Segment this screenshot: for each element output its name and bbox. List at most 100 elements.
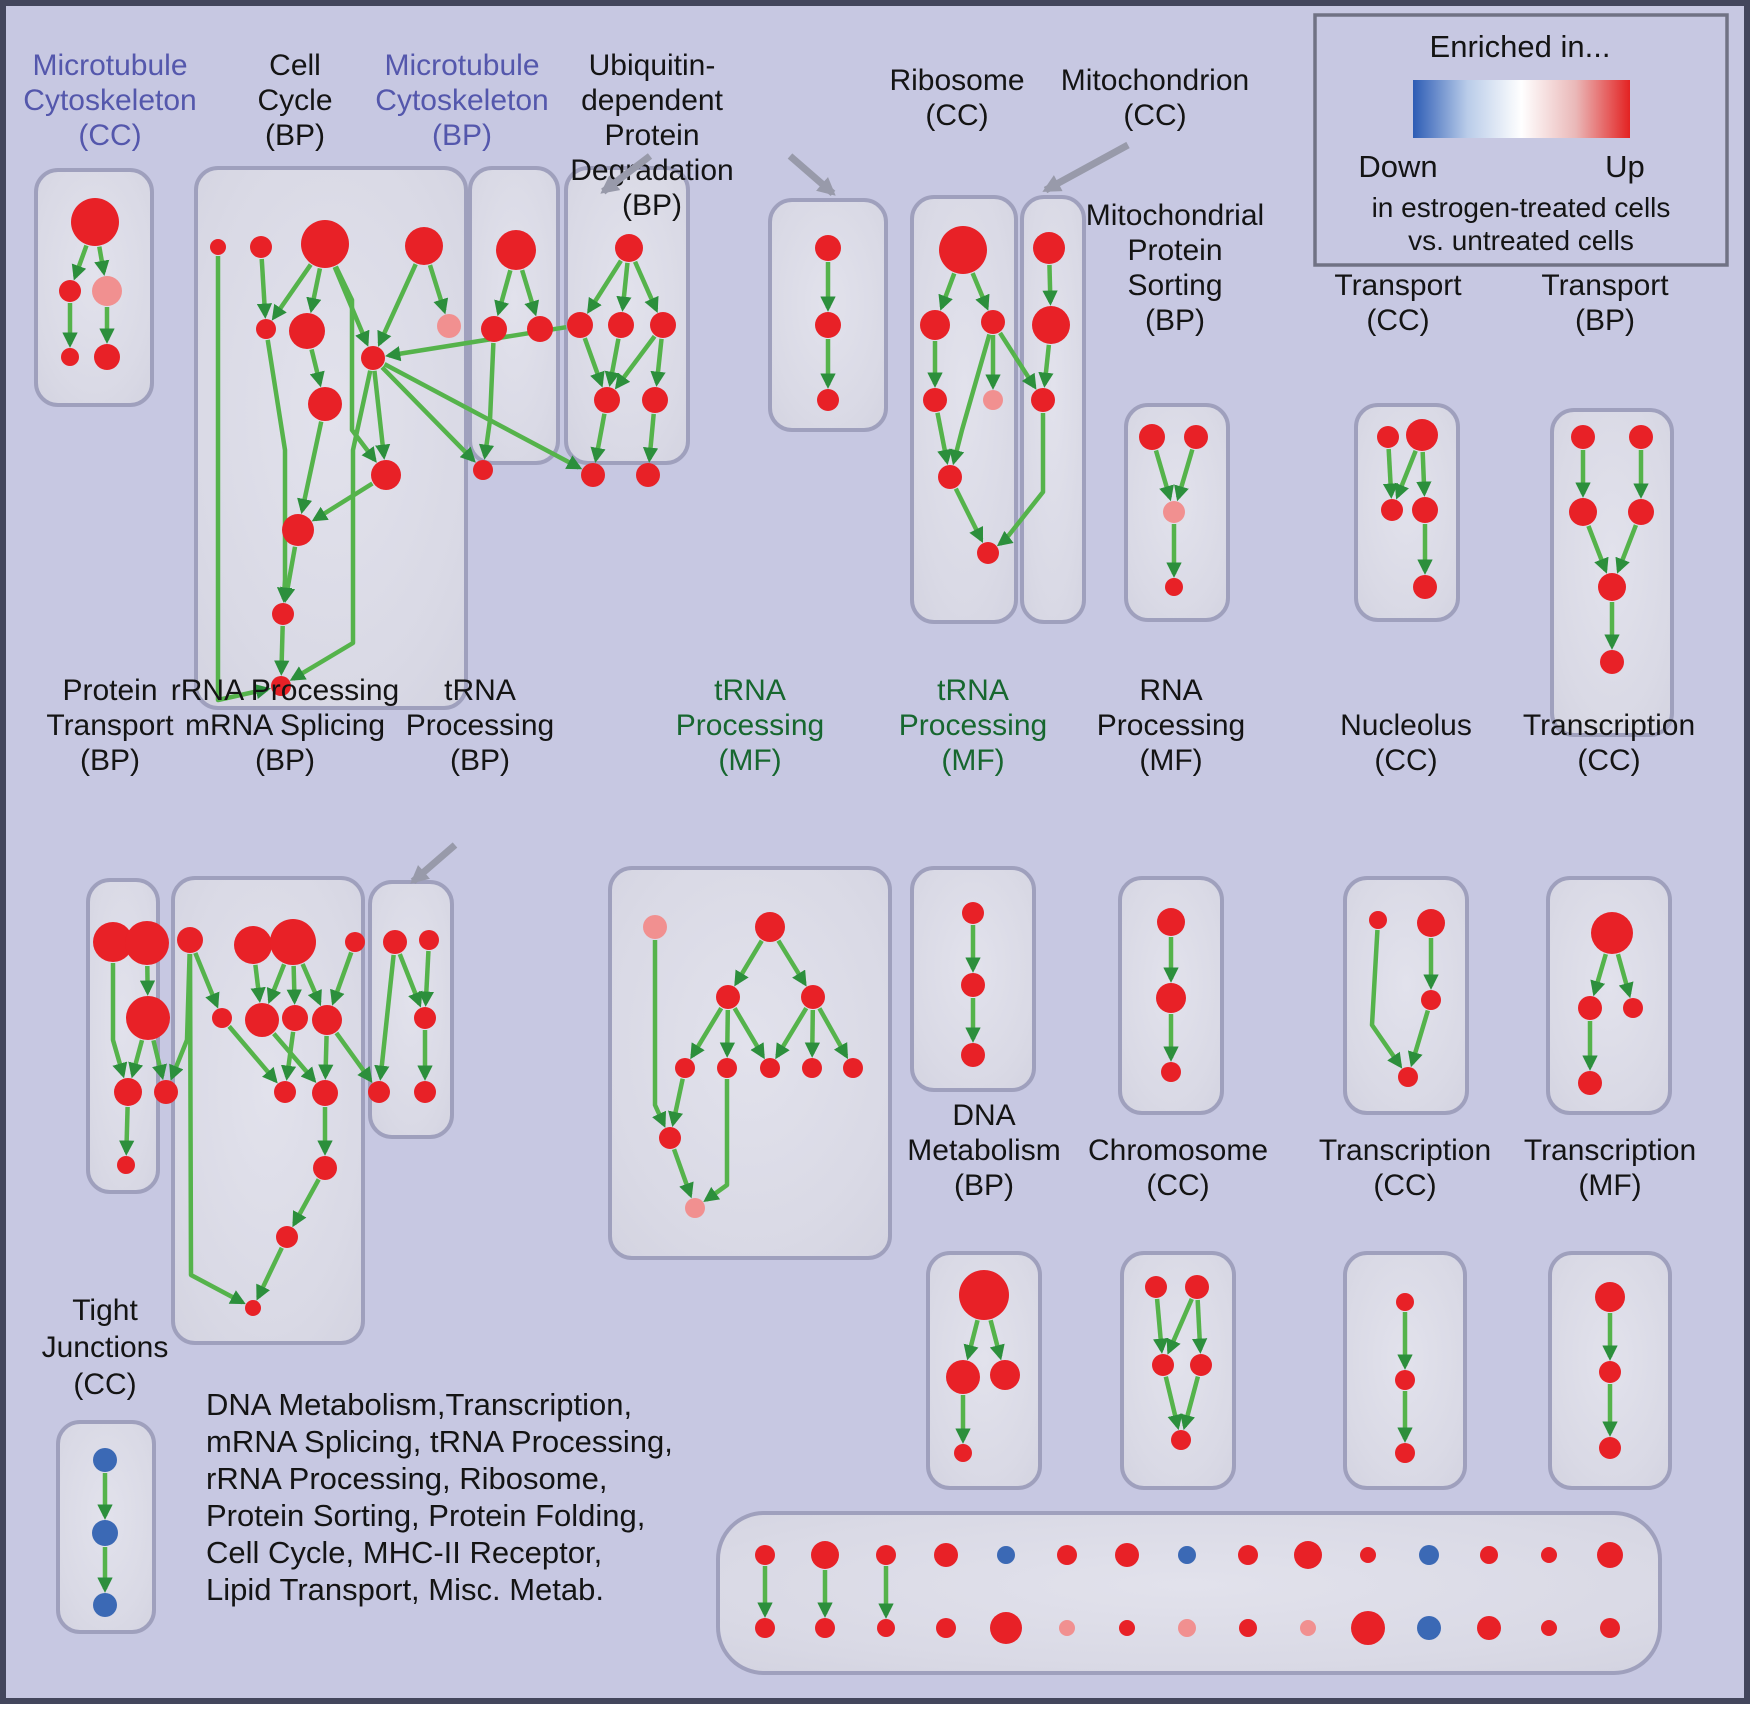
misc-node-bottom-7 xyxy=(1178,1619,1196,1637)
misc-node-bottom-5 xyxy=(1059,1620,1075,1636)
uncategorized-clusters-text: mRNA Splicing, tRNA Processing, xyxy=(206,1424,673,1459)
prottrans-edge-2 xyxy=(128,1039,145,1079)
uncategorized-clusters-text: rRNA Processing, Ribosome, xyxy=(206,1461,607,1496)
cell_cycle-edge-6 xyxy=(427,264,449,315)
trans_cc_mid-node-1 xyxy=(1578,996,1602,1020)
misc-node-top-11 xyxy=(1419,1545,1439,1565)
tight-node-0 xyxy=(93,1448,117,1472)
cluster-label-ubiquitin: (BP) xyxy=(622,189,682,222)
chromosome-edge-3 xyxy=(1163,1376,1183,1431)
cluster-label-rnaproc: Processing xyxy=(1097,709,1245,742)
prottrans-edge-4 xyxy=(119,1106,135,1156)
cluster-label-rnatrans: Transport xyxy=(1541,269,1669,302)
cluster-label-chromosome: Chromosome xyxy=(1088,1134,1268,1167)
cluster-label-trans_cc_mid: Transcription xyxy=(1523,709,1695,742)
rrna-edge-5 xyxy=(330,951,354,1006)
misc-node-top-3 xyxy=(934,1543,958,1567)
cell_cycle-node-3 xyxy=(405,227,443,265)
cluster-label-rnatrans: (BP) xyxy=(1575,304,1635,337)
trans_mf-node-1 xyxy=(1599,1361,1621,1383)
misc-node-top-13 xyxy=(1541,1547,1557,1563)
dnametab-edge-1 xyxy=(988,1319,1005,1361)
cluster-label-ubiquitin: dependent xyxy=(581,84,723,117)
misc-node-bottom-3 xyxy=(936,1618,956,1638)
mt_cc-node-0 xyxy=(71,198,119,246)
cluster-label-rrna: (BP) xyxy=(255,744,315,777)
rrna-node-8 xyxy=(274,1081,296,1103)
misc-node-top-12 xyxy=(1480,1546,1498,1564)
cluster-label-nuctrans: (CC) xyxy=(1366,304,1429,337)
rrna-node-6 xyxy=(282,1005,308,1031)
misc-node-bottom-6 xyxy=(1119,1620,1135,1636)
cell_cycle-edge-10 xyxy=(297,421,324,515)
nucleolus-node-3 xyxy=(1398,1067,1418,1087)
prottrans-node-1 xyxy=(125,921,169,965)
ubiquitin-node-6 xyxy=(581,463,605,487)
trans_cc_mid-edge-0 xyxy=(1590,953,1608,997)
cell_cycle-node-1 xyxy=(250,236,272,258)
cluster-label-dnametab: Metabolism xyxy=(907,1134,1060,1167)
ubiquitin-node-0 xyxy=(615,234,643,262)
mt_cc-node-1 xyxy=(59,280,81,302)
ub2-node-1 xyxy=(815,312,841,338)
cluster-label-rrna: mRNA Splicing xyxy=(185,709,385,742)
trna_mf_big-node-4 xyxy=(675,1058,695,1078)
chromosome-edge-1 xyxy=(1166,1298,1194,1355)
cluster-label-mt_bp: Cytoskeleton xyxy=(375,84,548,117)
cluster-label-trans_cc_bot: Transcription xyxy=(1319,1134,1491,1167)
mitosort-node-1 xyxy=(1184,425,1208,449)
misc-node-bottom-1 xyxy=(815,1618,835,1638)
cluster-label-trans_cc_bot: (CC) xyxy=(1373,1169,1436,1202)
trans_cc_mid-node-3 xyxy=(1578,1071,1602,1095)
rnatrans-node-5 xyxy=(1600,650,1624,674)
dnametab-node-2 xyxy=(990,1360,1020,1390)
cluster-label-mitosort: Sorting xyxy=(1127,269,1222,302)
prottrans-node-3 xyxy=(114,1078,142,1106)
trna_mf_small-node-0 xyxy=(962,902,984,924)
rnaproc-node-0 xyxy=(1157,908,1185,936)
cell_cycle-node-6 xyxy=(437,314,461,338)
cluster-label-trna_mf_small: (MF) xyxy=(941,744,1004,777)
ubiquitin-node-4 xyxy=(594,387,620,413)
cluster-label-cell_cycle: Cycle xyxy=(257,84,332,117)
mito-edge-1 xyxy=(1038,344,1054,388)
cell_cycle-edge-3 xyxy=(306,268,323,314)
trans_cc_bot-node-0 xyxy=(1396,1293,1414,1311)
cluster-label-tight: Tight xyxy=(72,1294,138,1327)
uncategorized-clusters-text: Lipid Transport, Misc. Metab. xyxy=(206,1572,604,1607)
cell_cycle-node-8 xyxy=(308,387,342,421)
trna_mf_big-edge-3 xyxy=(719,1009,736,1058)
legend: Enriched in... Down Up in estrogen-treated … xyxy=(1313,13,1729,267)
nuctrans-edge-0 xyxy=(1382,448,1399,499)
rrna-node-11 xyxy=(276,1226,298,1248)
chromosome-edge-4 xyxy=(1180,1376,1201,1431)
ribosome-edge-0 xyxy=(938,272,957,311)
trans_mf-node-2 xyxy=(1599,1437,1621,1459)
cluster-label-prottrans: Protein xyxy=(62,674,157,707)
trans_cc_bot-node-1 xyxy=(1395,1370,1415,1390)
nucleolus-node-0 xyxy=(1369,911,1387,929)
rrna-edge-11 xyxy=(292,1178,321,1228)
trna_mf_big-edge-8 xyxy=(668,1078,685,1128)
rrna-node-4 xyxy=(212,1008,232,1028)
mt_cc-edge-0 xyxy=(71,244,89,281)
rrna-node-5 xyxy=(245,1003,279,1037)
rrna-edge-12 xyxy=(256,1246,284,1301)
cluster-box-trans_cc_mid xyxy=(1546,876,1672,1115)
cluster-label-mito: Mitochondrion xyxy=(1061,64,1249,97)
chromosome-edge-2 xyxy=(1192,1299,1208,1354)
cell_cycle-edge-1 xyxy=(256,258,273,319)
legend-title: Enriched in... xyxy=(1430,29,1611,64)
cluster-label-rnaproc: (MF) xyxy=(1139,744,1202,777)
cluster-box-rnatrans xyxy=(1550,408,1674,737)
mt_cc-edge-1 xyxy=(94,246,110,277)
cluster-box-chromosome xyxy=(1120,1251,1236,1490)
cluster-label-nucleolus: Nucleolus xyxy=(1340,709,1472,742)
rrna-edge-1 xyxy=(250,964,266,1003)
trna_mf_big-edge-1 xyxy=(776,939,807,987)
ribosome-edge-1 xyxy=(970,272,990,311)
trna_mf_big-edge-6 xyxy=(804,1009,821,1058)
mitosort-edge-1 xyxy=(1174,448,1195,502)
rnatrans-node-3 xyxy=(1628,499,1654,525)
ribosome-edge-5 xyxy=(935,412,953,466)
